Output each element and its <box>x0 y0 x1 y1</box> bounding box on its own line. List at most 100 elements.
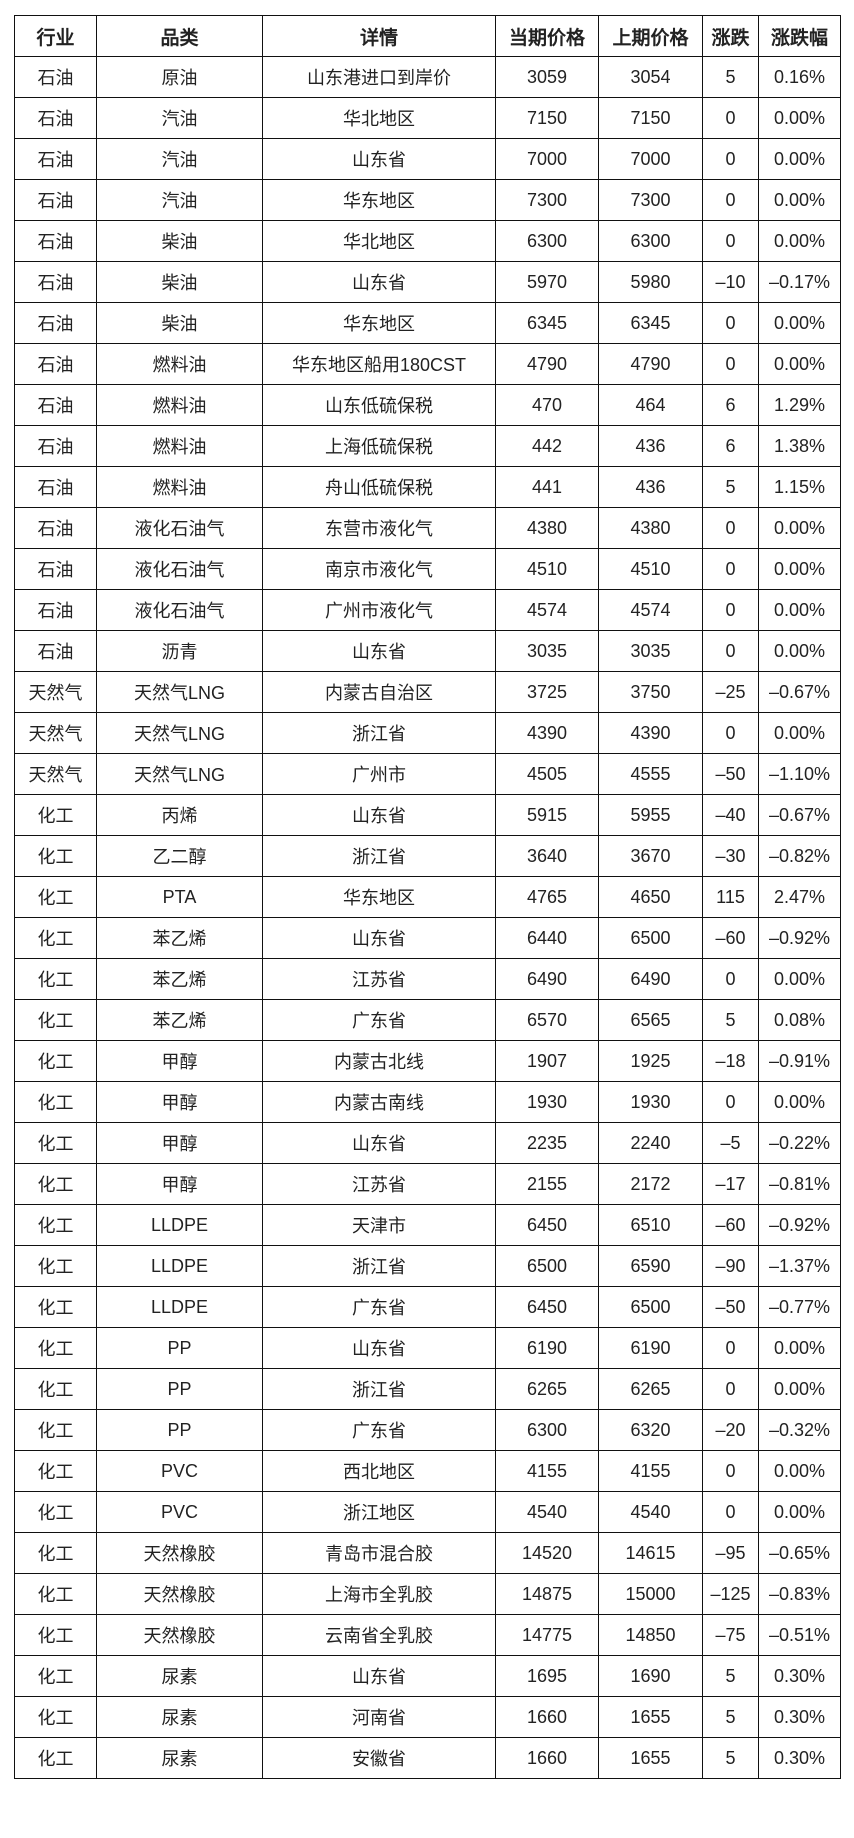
cell-category: 柴油 <box>96 261 263 303</box>
cell-detail: 西北地区 <box>262 1450 496 1492</box>
cell-industry: 石油 <box>14 548 97 590</box>
cell-industry: 化工 <box>14 1696 97 1738</box>
cell-previous-price: 4155 <box>598 1450 703 1492</box>
cell-category: 汽油 <box>96 179 263 221</box>
cell-previous-price: 1925 <box>598 1040 703 1082</box>
cell-current-price: 2235 <box>495 1122 599 1164</box>
cell-change: 0 <box>702 1081 759 1123</box>
cell-category: 苯乙烯 <box>96 999 263 1041</box>
cell-current-price: 4765 <box>495 876 599 918</box>
cell-current-price: 14520 <box>495 1532 599 1574</box>
cell-detail: 山东省 <box>262 138 496 180</box>
cell-detail: 华北地区 <box>262 220 496 262</box>
cell-industry: 化工 <box>14 1737 97 1779</box>
cell-category: 尿素 <box>96 1696 263 1738</box>
cell-change: 6 <box>702 425 759 467</box>
cell-change: 115 <box>702 876 759 918</box>
cell-detail: 华东地区 <box>262 302 496 344</box>
cell-detail: 上海市全乳胶 <box>262 1573 496 1615</box>
table-row: 天然气 天然气LNG 内蒙古自治区 3725 3750 –25 –0.67% <box>14 671 841 713</box>
table-row: 化工 甲醇 江苏省 2155 2172 –17 –0.81% <box>14 1163 841 1205</box>
cell-change: 5 <box>702 999 759 1041</box>
cell-change-percent: 1.29% <box>758 384 841 426</box>
cell-change: 0 <box>702 712 759 754</box>
cell-current-price: 6500 <box>495 1245 599 1287</box>
cell-change-percent: 0.00% <box>758 220 841 262</box>
cell-category: PP <box>96 1368 263 1410</box>
cell-category: 汽油 <box>96 138 263 180</box>
cell-change: 5 <box>702 56 759 98</box>
cell-change: –60 <box>702 917 759 959</box>
header-category: 品类 <box>96 15 263 57</box>
cell-change: 0 <box>702 138 759 180</box>
cell-industry: 天然气 <box>14 712 97 754</box>
cell-category: 天然气LNG <box>96 753 263 795</box>
cell-detail: 青岛市混合胶 <box>262 1532 496 1574</box>
cell-industry: 化工 <box>14 794 97 836</box>
cell-change: 0 <box>702 1368 759 1410</box>
table-row: 石油 柴油 山东省 5970 5980 –10 –0.17% <box>14 261 841 303</box>
cell-change-percent: –0.82% <box>758 835 841 877</box>
table-row: 石油 液化石油气 广州市液化气 4574 4574 0 0.00% <box>14 589 841 631</box>
cell-current-price: 4574 <box>495 589 599 631</box>
cell-detail: 华东地区 <box>262 876 496 918</box>
cell-change-percent: 1.38% <box>758 425 841 467</box>
cell-change-percent: 1.15% <box>758 466 841 508</box>
cell-industry: 化工 <box>14 1040 97 1082</box>
price-table: 行业 品类 详情 当期价格 上期价格 涨跌 涨跌幅 石油 原油 山东港进口到岸价 3059 3054… <box>14 15 841 1779</box>
cell-previous-price: 2172 <box>598 1163 703 1205</box>
cell-current-price: 7300 <box>495 179 599 221</box>
table-row: 化工 丙烯 山东省 5915 5955 –40 –0.67% <box>14 794 841 836</box>
table-row: 化工 PVC 浙江地区 4540 4540 0 0.00% <box>14 1491 841 1533</box>
cell-previous-price: 6490 <box>598 958 703 1000</box>
cell-previous-price: 5955 <box>598 794 703 836</box>
cell-detail: 上海低硫保税 <box>262 425 496 467</box>
cell-change-percent: –0.91% <box>758 1040 841 1082</box>
table-row: 石油 柴油 华东地区 6345 6345 0 0.00% <box>14 302 841 344</box>
cell-category: 燃料油 <box>96 343 263 385</box>
cell-previous-price: 4790 <box>598 343 703 385</box>
cell-change-percent: –0.67% <box>758 671 841 713</box>
table-row: 化工 PP 山东省 6190 6190 0 0.00% <box>14 1327 841 1369</box>
cell-current-price: 6300 <box>495 1409 599 1451</box>
table-row: 石油 汽油 华东地区 7300 7300 0 0.00% <box>14 179 841 221</box>
cell-category: 天然橡胶 <box>96 1614 263 1656</box>
cell-industry: 化工 <box>14 835 97 877</box>
header-previous-price: 上期价格 <box>598 15 703 57</box>
cell-change: 0 <box>702 507 759 549</box>
cell-current-price: 6450 <box>495 1286 599 1328</box>
cell-industry: 石油 <box>14 343 97 385</box>
cell-previous-price: 14850 <box>598 1614 703 1656</box>
cell-industry: 化工 <box>14 876 97 918</box>
cell-change-percent: 0.08% <box>758 999 841 1041</box>
cell-category: PVC <box>96 1450 263 1492</box>
cell-current-price: 4790 <box>495 343 599 385</box>
cell-category: LLDPE <box>96 1204 263 1246</box>
cell-current-price: 3059 <box>495 56 599 98</box>
table-row: 石油 燃料油 上海低硫保税 442 436 6 1.38% <box>14 425 841 467</box>
cell-previous-price: 4555 <box>598 753 703 795</box>
cell-category: 液化石油气 <box>96 548 263 590</box>
cell-category: 尿素 <box>96 1737 263 1779</box>
cell-category: 甲醇 <box>96 1040 263 1082</box>
cell-current-price: 7150 <box>495 97 599 139</box>
cell-industry: 化工 <box>14 1204 97 1246</box>
cell-change: 0 <box>702 958 759 1000</box>
cell-change-percent: 0.30% <box>758 1655 841 1697</box>
cell-change: –30 <box>702 835 759 877</box>
cell-current-price: 6300 <box>495 220 599 262</box>
cell-detail: 云南省全乳胶 <box>262 1614 496 1656</box>
cell-change: 5 <box>702 1655 759 1697</box>
cell-detail: 山东低硫保税 <box>262 384 496 426</box>
table-row: 石油 燃料油 山东低硫保税 470 464 6 1.29% <box>14 384 841 426</box>
cell-current-price: 1907 <box>495 1040 599 1082</box>
cell-current-price: 6570 <box>495 999 599 1041</box>
cell-detail: 华东地区船用180CST <box>262 343 496 385</box>
cell-current-price: 3035 <box>495 630 599 672</box>
cell-previous-price: 7150 <box>598 97 703 139</box>
cell-change-percent: 0.00% <box>758 958 841 1000</box>
cell-detail: 江苏省 <box>262 958 496 1000</box>
cell-change: 0 <box>702 630 759 672</box>
cell-previous-price: 1655 <box>598 1737 703 1779</box>
cell-industry: 化工 <box>14 1409 97 1451</box>
